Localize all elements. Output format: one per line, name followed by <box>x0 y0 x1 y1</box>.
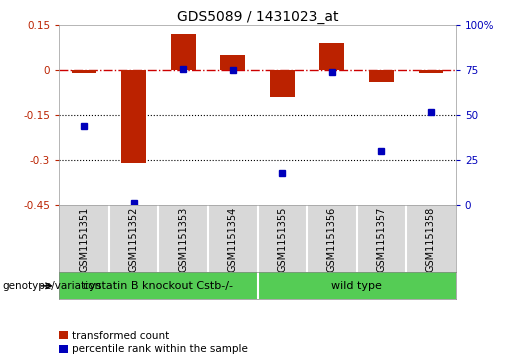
Legend: transformed count, percentile rank within the sample: transformed count, percentile rank withi… <box>59 331 248 354</box>
Bar <box>319 43 344 70</box>
Text: GSM1151352: GSM1151352 <box>129 207 139 273</box>
Text: GSM1151353: GSM1151353 <box>178 207 188 272</box>
Bar <box>220 55 245 70</box>
Text: wild type: wild type <box>331 281 382 291</box>
Bar <box>369 70 394 82</box>
Bar <box>121 70 146 163</box>
Text: genotype/variation: genotype/variation <box>3 281 101 291</box>
Bar <box>270 70 295 97</box>
Bar <box>419 70 443 73</box>
Text: GSM1151357: GSM1151357 <box>376 207 386 273</box>
Text: GSM1151354: GSM1151354 <box>228 207 238 272</box>
Bar <box>72 70 96 73</box>
Text: GSM1151358: GSM1151358 <box>426 207 436 272</box>
Title: GDS5089 / 1431023_at: GDS5089 / 1431023_at <box>177 11 338 24</box>
Text: GSM1151356: GSM1151356 <box>327 207 337 272</box>
Text: cystatin B knockout Cstb-/-: cystatin B knockout Cstb-/- <box>83 281 233 291</box>
Bar <box>171 34 196 70</box>
Text: GSM1151351: GSM1151351 <box>79 207 89 272</box>
Text: GSM1151355: GSM1151355 <box>277 207 287 273</box>
